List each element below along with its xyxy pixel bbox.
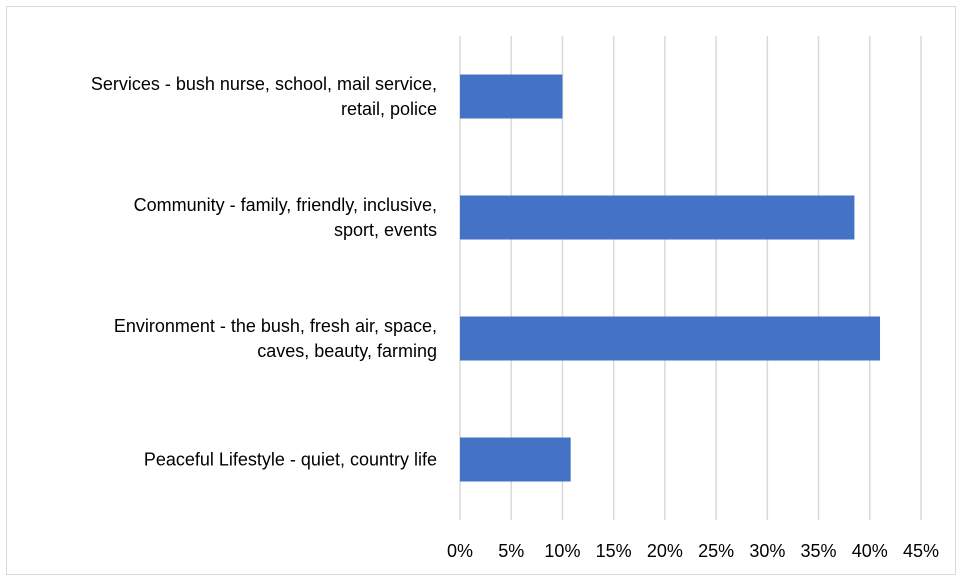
category-label-1: Community - family, friendly, inclusive,… (134, 195, 437, 240)
category-label-line: Services - bush nurse, school, mail serv… (91, 74, 437, 94)
bar-1 (460, 195, 855, 240)
bar-0 (460, 74, 563, 119)
category-labels: Services - bush nurse, school, mail serv… (91, 74, 437, 470)
category-label-line: Environment - the bush, fresh air, space… (114, 316, 437, 336)
category-label-0: Services - bush nurse, school, mail serv… (91, 74, 437, 119)
bar-3 (460, 437, 571, 482)
x-tick-labels: 0% 5% 10% 15% 20% 25% 30% 35% 40% 45% (447, 541, 939, 561)
category-label-2: Environment - the bush, fresh air, space… (114, 316, 437, 361)
chart-frame (6, 6, 956, 575)
x-tick-label-3: 15% (596, 541, 632, 561)
x-tick-label-9: 45% (903, 541, 939, 561)
category-label-line: caves, beauty, farming (257, 341, 437, 361)
x-tick-label-8: 40% (852, 541, 888, 561)
category-label-line: Peaceful Lifestyle - quiet, country life (144, 450, 437, 470)
x-tick-label-0: 0% (447, 541, 473, 561)
x-tick-label-6: 30% (749, 541, 785, 561)
category-label-line: retail, police (341, 99, 437, 119)
x-tick-label-7: 35% (801, 541, 837, 561)
x-tick-label-2: 10% (544, 541, 580, 561)
category-label-line: Community - family, friendly, inclusive, (134, 195, 437, 215)
x-tick-label-1: 5% (498, 541, 524, 561)
category-label-3: Peaceful Lifestyle - quiet, country life (144, 450, 437, 470)
x-tick-label-5: 25% (698, 541, 734, 561)
bars (460, 74, 881, 482)
bar-2 (460, 316, 881, 361)
category-label-line: sport, events (334, 220, 437, 240)
x-tick-label-4: 20% (647, 541, 683, 561)
